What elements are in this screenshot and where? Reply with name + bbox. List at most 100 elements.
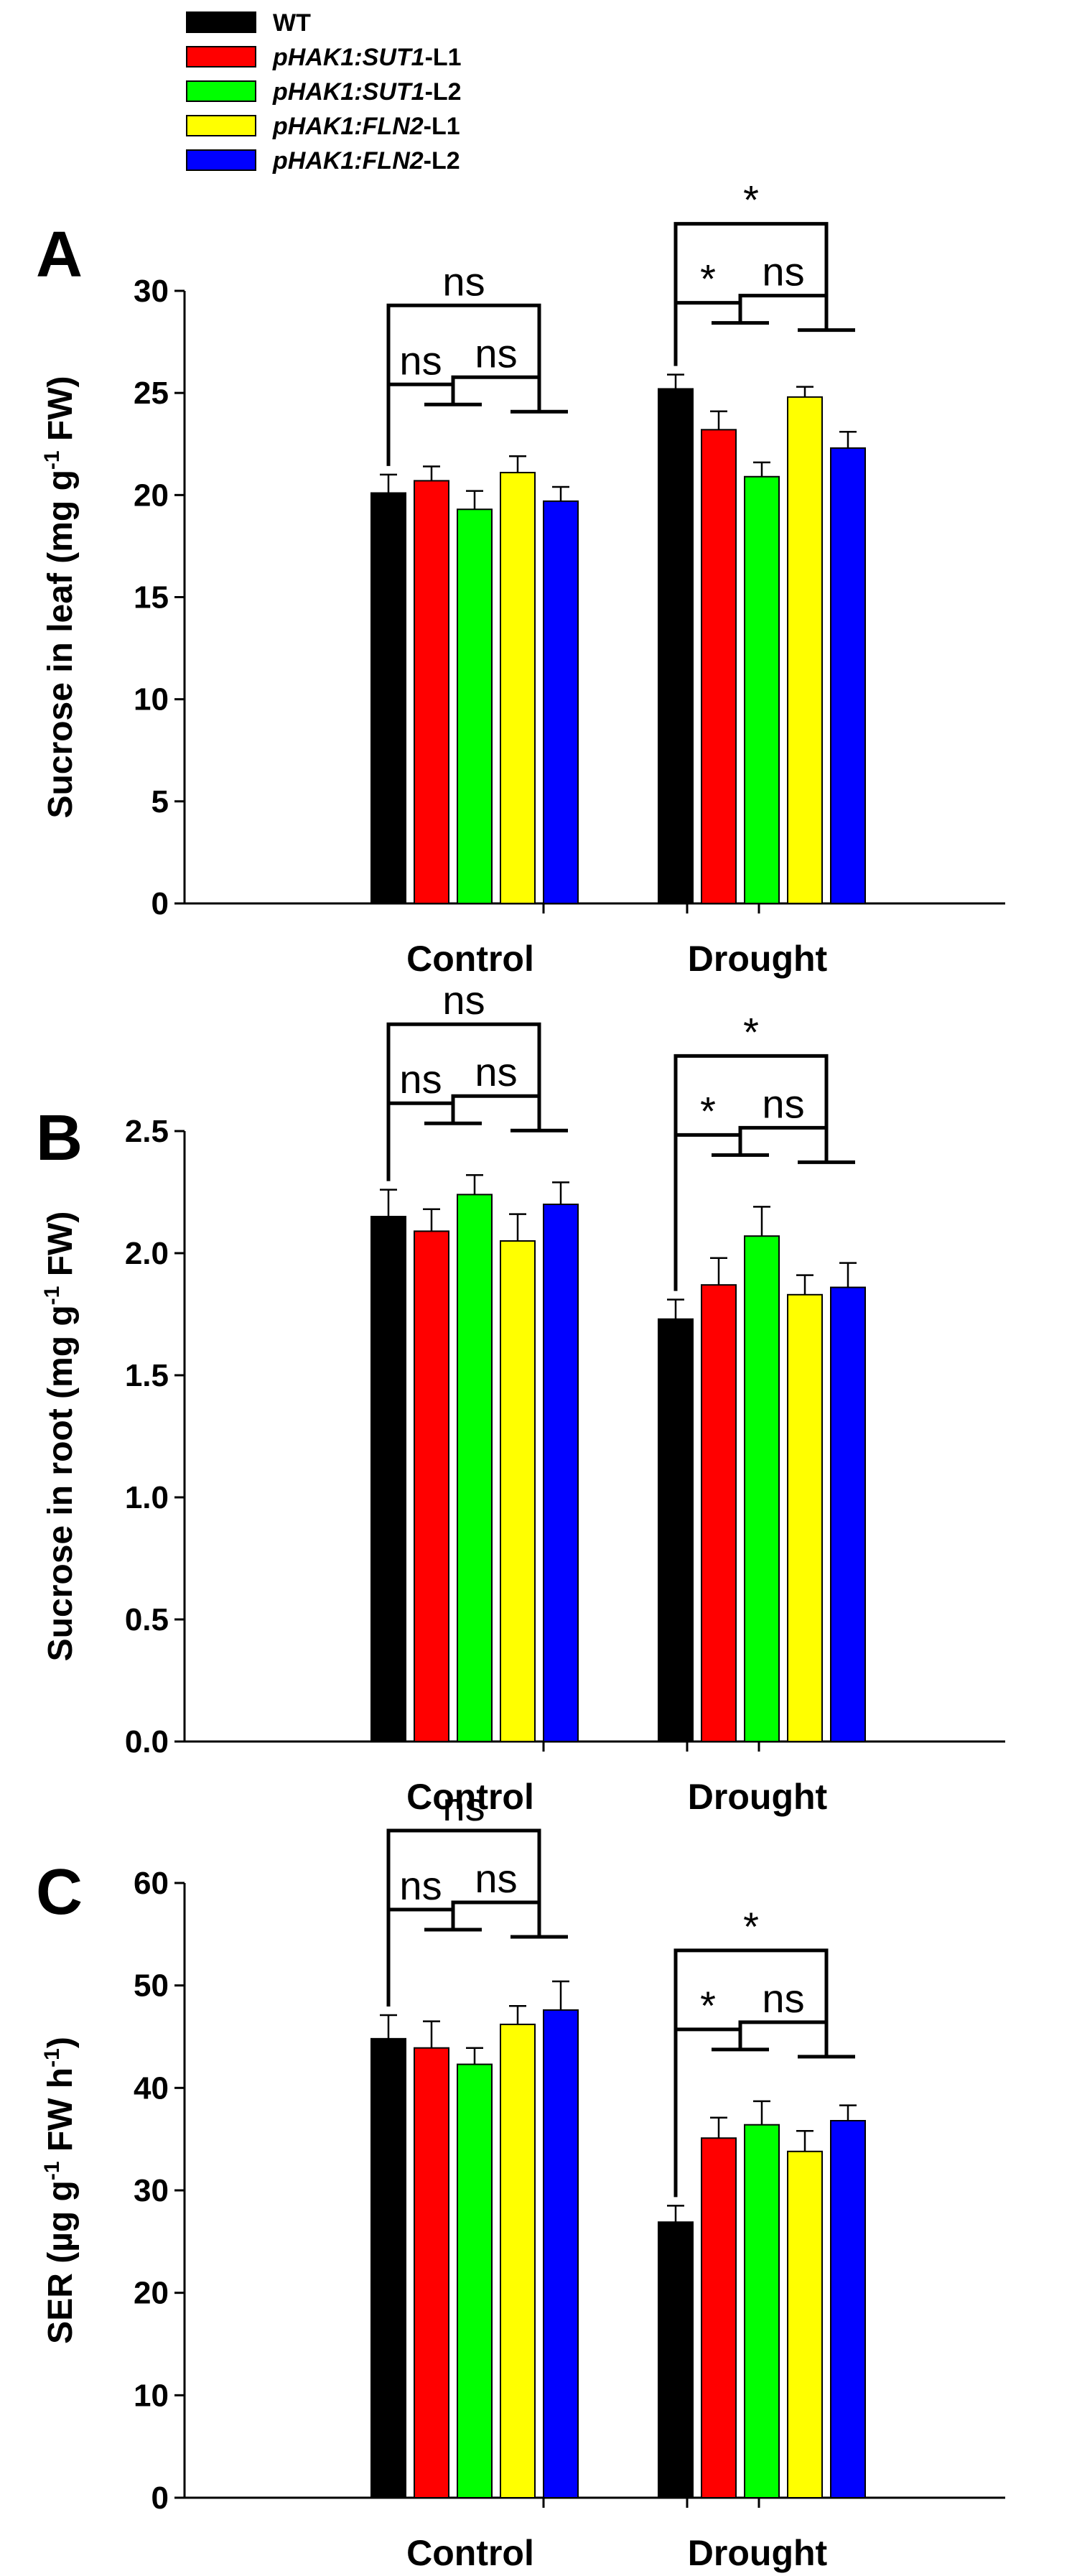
y-axis-label-part: Sucrose in root (mg g xyxy=(42,1305,80,1661)
sig-label-wt-vs-sut1: ns xyxy=(399,338,442,383)
legend-label-italic: pHAK1:SUT1 xyxy=(272,44,425,71)
bar-drought-4 xyxy=(830,2119,866,2498)
category-label: Control xyxy=(406,2533,534,2573)
sig-label-wt-vs-sut1: ns xyxy=(399,1863,442,1908)
bar-control-1 xyxy=(414,1230,449,1742)
bracket-wt-vs-fln2 xyxy=(673,1948,829,2029)
category-label: Drought xyxy=(688,939,828,979)
bracket-wt-vs-fln2 xyxy=(673,1054,829,1135)
sig-label-sut1-vs-fln2: ns xyxy=(475,1049,517,1094)
legend-label-suffix: -L1 xyxy=(424,113,460,140)
bracket-wt-vs-fln2 xyxy=(386,1828,541,1910)
legend-label-4: pHAK1:FLN2-L2 xyxy=(272,147,460,175)
bracket-wt-vs-fln2 xyxy=(386,303,541,385)
y-tick-label: 1.5 xyxy=(125,1358,169,1393)
legend: WTpHAK1:SUT1-L1pHAK1:SUT1-L2pHAK1:FLN2-L… xyxy=(186,9,462,175)
y-axis-label-sup: -1 xyxy=(40,2161,64,2180)
sig-label-wt-vs-sut1: * xyxy=(700,1983,716,2028)
y-axis-label-sup: -1 xyxy=(40,450,64,470)
y-tick-label: 2.5 xyxy=(125,1114,169,1149)
bracket-sut1-vs-fln2 xyxy=(738,2020,829,2057)
legend-swatch-3 xyxy=(186,115,256,136)
legend-label-italic: pHAK1:FLN2 xyxy=(272,113,424,140)
bar-control-3 xyxy=(500,2023,536,2498)
y-axis-label-sup: -1 xyxy=(40,2048,64,2068)
legend-label-0: WT xyxy=(273,9,311,37)
legend-label-suffix: -L2 xyxy=(424,147,460,175)
y-axis-label-part: SER (µg g xyxy=(42,2180,80,2344)
sig-label-wt-vs-sut1: * xyxy=(700,256,716,302)
bar-control-2 xyxy=(457,2063,493,2498)
y-axis-label-part: FW h xyxy=(42,2068,80,2162)
bar-drought-1 xyxy=(701,1284,737,1742)
category-label: Control xyxy=(406,939,534,979)
bar-control-2 xyxy=(457,1194,493,1742)
y-tick-label: 10 xyxy=(134,682,169,717)
bar-drought-2 xyxy=(744,475,780,904)
legend-swatch-1 xyxy=(186,46,256,68)
bar-drought-0 xyxy=(658,1318,694,1743)
y-tick-label: 0 xyxy=(151,2480,169,2516)
sig-label-sut1-vs-fln2: ns xyxy=(762,249,804,294)
category-label: Drought xyxy=(688,2533,828,2573)
legend-label-suffix: -L1 xyxy=(425,44,462,71)
sig-label-sut1-vs-fln2: ns xyxy=(475,330,517,376)
bar-control-3 xyxy=(500,472,536,904)
bar-drought-3 xyxy=(787,2150,823,2498)
y-tick-label: 0.5 xyxy=(125,1602,169,1637)
y-tick-label: 30 xyxy=(134,2173,169,2208)
bracket-sut1-vs-fln2 xyxy=(451,1094,541,1131)
bar-control-0 xyxy=(370,2037,406,2498)
bar-drought-1 xyxy=(701,2137,737,2498)
panel-A: A Sucrose in leaf (mg g-1 FW) 0 5 10 15 20 25 30… xyxy=(36,177,1005,979)
bracket-wt-vs-sut1 xyxy=(673,301,742,366)
bracket-wt-vs-fln2 xyxy=(673,222,829,303)
bar-drought-2 xyxy=(744,2124,780,2498)
bar-drought-3 xyxy=(787,396,823,904)
bracket-wt-vs-sut1 xyxy=(673,1133,742,1291)
bar-control-4 xyxy=(543,1204,579,1742)
sig-label-wt-vs-fln2: ns xyxy=(442,1784,485,1829)
significance-drought: * ns* xyxy=(673,177,855,366)
bar-drought-2 xyxy=(744,1235,780,1742)
bar-control-2 xyxy=(457,508,493,904)
y-axis-label-sup: -1 xyxy=(40,1286,64,1306)
y-axis-label-part: FW) xyxy=(42,1212,80,1286)
significance-drought: * ns* xyxy=(673,1009,855,1291)
y-tick-label: 20 xyxy=(134,2276,169,2311)
bar-drought-3 xyxy=(787,1293,823,1743)
significance-drought: * ns* xyxy=(673,1904,855,2198)
panel-letter: B xyxy=(36,1102,83,1174)
bar-control-1 xyxy=(414,2047,449,2498)
bracket-wt-vs-sut1 xyxy=(386,382,455,466)
bracket-wt-vs-fln2 xyxy=(386,1022,541,1104)
bracket-sut1-vs-fln2 xyxy=(451,1900,541,1937)
y-axis-label: SER (µg g-1 FW h-1) xyxy=(40,2037,80,2344)
legend-swatch-0 xyxy=(186,11,256,33)
legend-label-2: pHAK1:SUT1-L2 xyxy=(272,78,462,106)
y-tick-label: 1.0 xyxy=(125,1480,169,1515)
y-tick-label: 0 xyxy=(151,886,169,921)
bar-control-0 xyxy=(370,1216,406,1742)
legend-label-3: pHAK1:FLN2-L1 xyxy=(272,113,460,140)
legend-label-suffix: -L2 xyxy=(425,78,462,106)
bracket-sut1-vs-fln2 xyxy=(738,1125,829,1163)
panel-letter: C xyxy=(36,1856,83,1928)
y-axis-label-part: FW) xyxy=(42,376,80,450)
sig-label-wt-vs-sut1: ns xyxy=(399,1056,442,1102)
bar-control-4 xyxy=(543,2009,579,2499)
y-tick-label: 0.0 xyxy=(125,1724,169,1759)
category-label: Control xyxy=(406,1777,534,1817)
sig-label-wt-vs-sut1: * xyxy=(700,1088,716,1133)
sig-label-sut1-vs-fln2: ns xyxy=(762,1081,804,1126)
bar-drought-1 xyxy=(701,429,737,904)
legend-label-1: pHAK1:SUT1-L1 xyxy=(272,44,462,71)
bar-control-1 xyxy=(414,480,449,904)
bracket-wt-vs-sut1 xyxy=(386,1907,455,2007)
